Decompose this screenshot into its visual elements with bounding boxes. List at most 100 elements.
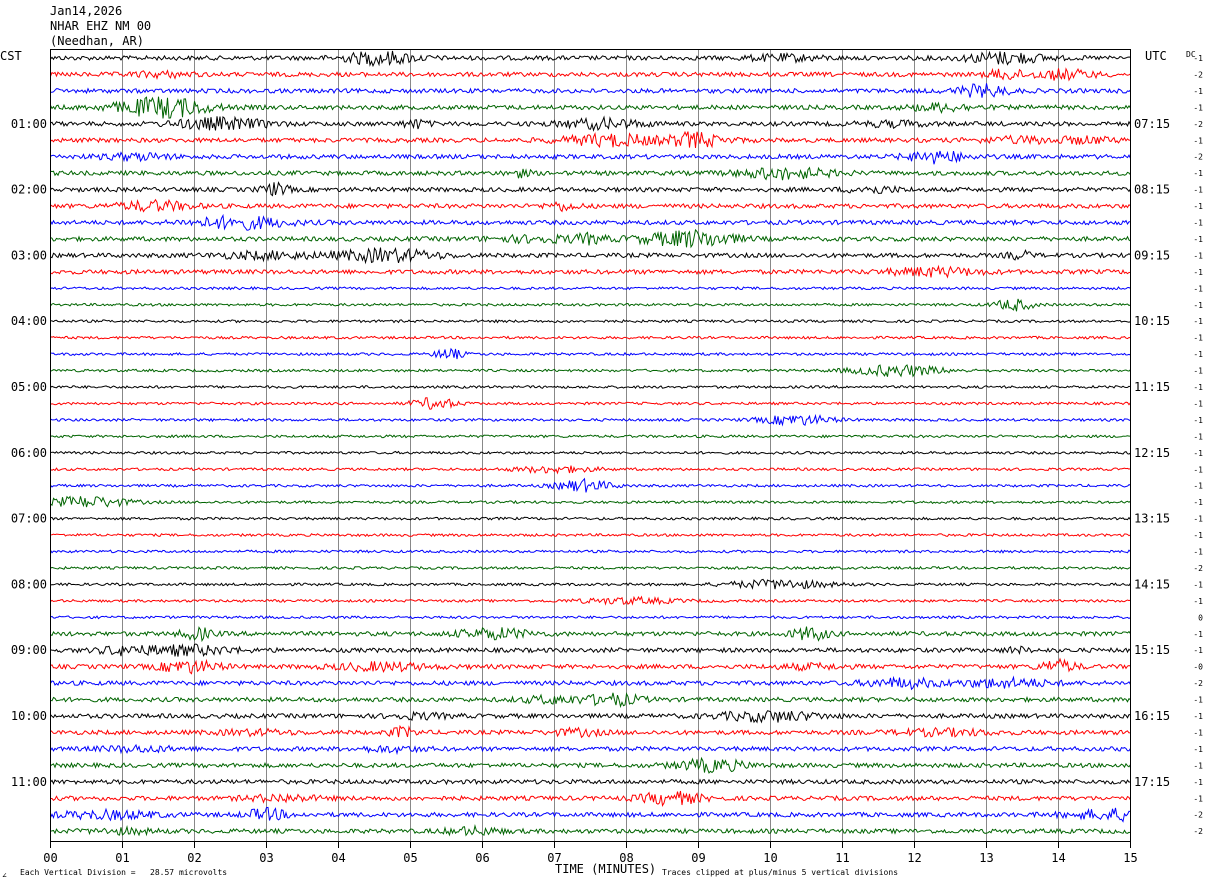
dc-offset-label: -1 <box>1193 728 1203 737</box>
dc-offset-label: -1 <box>1193 646 1203 655</box>
trace-line <box>50 565 1131 571</box>
trace-line <box>50 532 1131 538</box>
trace-line <box>50 335 1131 340</box>
left-hour-label: 01:00 <box>11 117 47 131</box>
trace-line <box>50 615 1131 620</box>
dc-offset-label: -1 <box>1193 449 1203 458</box>
left-hour-label: 09:00 <box>11 643 47 657</box>
x-tick-label: 02 <box>187 851 201 865</box>
dc-offset-label: -2 <box>1193 811 1203 820</box>
trace-line <box>50 495 1131 508</box>
corner-mark: ∠ <box>2 871 7 880</box>
x-tick-label: 10 <box>763 851 777 865</box>
clip-note: Traces clipped at plus/minus 5 vertical … <box>662 868 898 877</box>
header-station: NHAR EHZ NM 00 <box>50 19 152 33</box>
trace-line <box>50 213 1131 231</box>
x-tick-label: 06 <box>475 851 489 865</box>
trace-line <box>50 83 1131 98</box>
x-tick-label: 03 <box>259 851 273 865</box>
dc-offset-label: -1 <box>1193 186 1203 195</box>
trace-line <box>50 413 1131 427</box>
trace-line <box>50 692 1131 709</box>
dc-offset-label: -1 <box>1193 251 1203 260</box>
trace-line <box>50 298 1131 312</box>
dc-offset-label: -1 <box>1193 465 1203 474</box>
dc-offset-label: -2 <box>1193 827 1203 836</box>
trace-line <box>50 450 1131 455</box>
dc-offset-label: -1 <box>1193 317 1203 326</box>
trace-line <box>50 477 1131 493</box>
dc-offset-label: -1 <box>1193 515 1203 524</box>
right-hour-label: 10:15 <box>1134 314 1170 328</box>
dc-offset-label: -1 <box>1193 531 1203 540</box>
dc-offset-label: -1 <box>1193 630 1203 639</box>
trace-line <box>50 675 1131 691</box>
trace-line <box>50 246 1131 265</box>
time-gridlines <box>122 50 1059 841</box>
trace-line <box>50 364 1131 378</box>
dc-offset-label: -1 <box>1193 761 1203 770</box>
left-hour-label: 02:00 <box>11 183 47 197</box>
right-hour-label: 14:15 <box>1134 577 1170 591</box>
trace-line <box>50 595 1131 606</box>
plot-frame <box>50 49 1131 842</box>
dc-offset-label: -1 <box>1193 712 1203 721</box>
trace-line <box>50 824 1131 837</box>
dc-offset-label: -1 <box>1193 103 1203 112</box>
trace-line <box>50 198 1131 213</box>
trace-line <box>50 790 1131 807</box>
trace-line <box>50 50 1131 68</box>
dc-offset-label: -1 <box>1193 580 1203 589</box>
header-location: (Needhan, AR) <box>50 34 144 48</box>
dc-offset-label: -1 <box>1193 235 1203 244</box>
trace-line <box>50 626 1131 643</box>
dc-offset-label: -1 <box>1193 284 1203 293</box>
dc-offset-labels: -1 -2 -1 -1 -2 -1 -2 -1 -1 -1 -1 -1 -1 -1 -1 -1 -1 -1 -1 -1… <box>1193 54 1203 836</box>
dc-offset-label: -1 <box>1193 87 1203 96</box>
dc-offset-label: -1 <box>1193 794 1203 803</box>
dc-header-label: DC <box>1186 50 1196 59</box>
x-tick-label: 08 <box>619 851 633 865</box>
dc-offset-label: -1 <box>1193 548 1203 557</box>
dc-offset-label: -1 <box>1193 202 1203 211</box>
dc-offset-label: 0 <box>1198 613 1203 622</box>
dc-offset-label: -1 <box>1193 383 1203 392</box>
dc-offset-label: -1 <box>1193 136 1203 145</box>
trace-line <box>50 465 1131 475</box>
trace-line <box>50 743 1131 756</box>
left-hour-label: 10:00 <box>11 709 47 723</box>
dc-offset-label: -0 <box>1193 663 1203 672</box>
dc-offset-label: -1 <box>1193 399 1203 408</box>
right-hour-label: 07:15 <box>1134 117 1170 131</box>
trace-line <box>50 397 1131 410</box>
trace-line <box>50 130 1131 149</box>
right-hour-label: 11:15 <box>1134 380 1170 394</box>
right-hour-label: 08:15 <box>1134 183 1170 197</box>
dc-offset-label: -1 <box>1193 367 1203 376</box>
right-hour-labels: 07:15 08:15 09:15 10:15 11:15 12:15 13:15 14:15… <box>1134 117 1170 789</box>
header-date: Jan14,2026 <box>50 4 123 18</box>
x-tick-label: 13 <box>979 851 993 865</box>
x-axis-ticks: 00 01 02 03 04 05 06 07 08 09 10 11 12 13 14 15 <box>43 841 1138 865</box>
dc-offset-label: -1 <box>1193 219 1203 228</box>
dc-offset-label: -1 <box>1193 778 1203 787</box>
trace-line <box>50 67 1131 82</box>
dc-offset-label: -2 <box>1193 120 1203 129</box>
left-hour-label: 07:00 <box>11 512 47 526</box>
trace-line <box>50 264 1131 279</box>
trace-line <box>50 150 1131 165</box>
x-tick-label: 15 <box>1123 851 1137 865</box>
left-hour-label: 06:00 <box>11 446 47 460</box>
dc-offset-label: -1 <box>1193 745 1203 754</box>
dc-offset-label: -1 <box>1193 301 1203 310</box>
trace-line <box>50 347 1131 360</box>
x-tick-label: 05 <box>403 851 417 865</box>
trace-line <box>50 710 1131 724</box>
dc-offset-label: -1 <box>1193 268 1203 277</box>
trace-line <box>50 96 1131 119</box>
trace-line <box>50 724 1131 739</box>
x-tick-label: 01 <box>115 851 129 865</box>
left-hour-label: 08:00 <box>11 577 47 591</box>
right-hour-label: 16:15 <box>1134 709 1170 723</box>
left-hour-label: 04:00 <box>11 314 47 328</box>
